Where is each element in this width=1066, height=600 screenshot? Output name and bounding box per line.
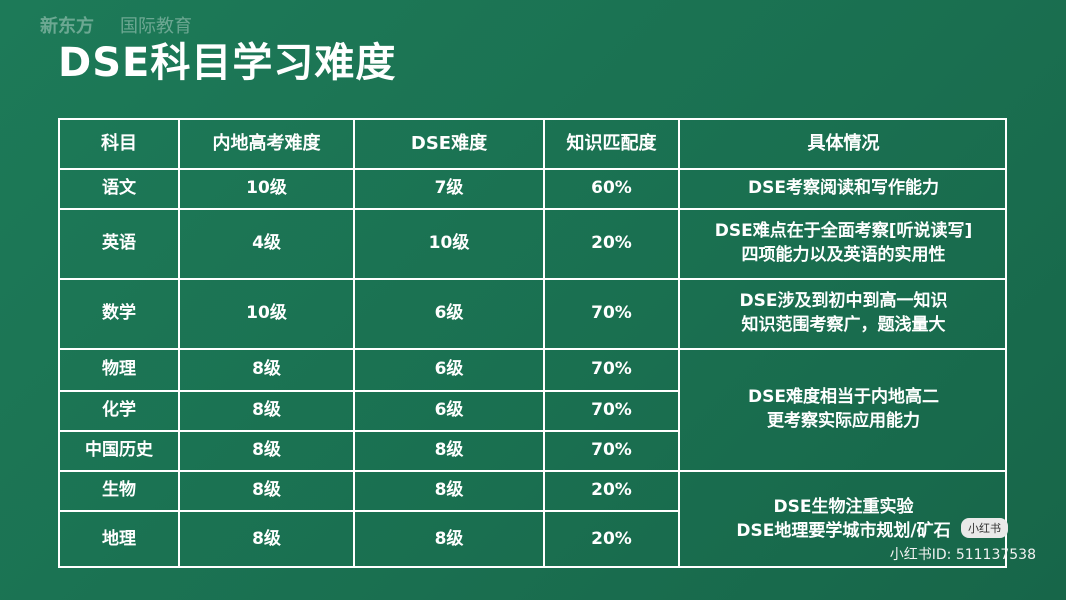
value-cell: 8级 [180,350,355,392]
value-cell: 8级 [180,472,355,512]
value-cell: 8级 [355,432,545,472]
value-cell: 8级 [180,512,355,568]
detail-cell: DSE考察阅读和写作能力 [680,170,1007,210]
header-cell: DSE难度 [355,120,545,170]
value-cell: 8级 [180,392,355,432]
subject-cell: 生物 [60,472,180,512]
detail-cell: DSE涉及到初中到高一知识 知识范围考察广，题浅量大 [680,280,1007,350]
detail-line: DSE生物注重实验 [773,497,914,518]
value-cell: 4级 [180,210,355,280]
value-cell: 8级 [180,432,355,472]
subject-cell: 数学 [60,280,180,350]
value-cell: 8级 [355,512,545,568]
value-cell: 70% [545,432,680,472]
value-cell: 7级 [355,170,545,210]
value-cell: 70% [545,280,680,350]
header-cell: 知识匹配度 [545,120,680,170]
subject-cell: 英语 [60,210,180,280]
value-cell: 20% [545,512,680,568]
detail-line: 更考察实际应用能力 [767,411,920,431]
value-cell: 20% [545,210,680,280]
detail-line: 知识范围考察广，题浅量大 [741,315,946,335]
value-cell: 70% [545,392,680,432]
value-cell: 10级 [355,210,545,280]
value-cell: 60% [545,170,680,210]
header-cell: 具体情况 [680,120,1007,170]
value-cell: 6级 [355,280,545,350]
header-cell: 内地高考难度 [180,120,355,170]
value-cell: 10级 [180,280,355,350]
subject-cell: 中国历史 [60,432,180,472]
detail-line: DSE地理要学城市规划/矿石 [736,521,951,541]
value-cell: 10级 [180,170,355,210]
logo-brand: 新东方 [40,16,94,37]
table: 科目 内地高考难度 DSE难度 知识匹配度 具体情况 语文 10级 7级 60% DSE考察阅读和… [58,118,1007,568]
detail-line: 四项能力以及英语的实用性 [741,245,946,265]
detail-line: DSE涉及到初中到高一知识 [739,291,948,312]
detail-line: DSE考察阅读和写作能力 [748,178,939,199]
value-cell: 6级 [355,392,545,432]
subject-cell: 化学 [60,392,180,432]
logo-division: 国际教育 [120,16,192,37]
detail-cell: DSE难度相当于内地高二 更考察实际应用能力 [680,350,1007,472]
detail-line: DSE难点在于全面考察[听说读写] [714,221,973,242]
detail-cell: DSE生物注重实验 DSE地理要学城市规划/矿石 [680,472,1007,568]
subject-cell: 地理 [60,512,180,568]
value-cell: 8级 [355,472,545,512]
watermark-badge: 小红书 [961,518,1008,538]
title: DSE科目学习难度 [58,40,397,86]
subject-cell: 物理 [60,350,180,392]
subject-cell: 语文 [60,170,180,210]
header-cell: 科目 [60,120,180,170]
detail-line: DSE难度相当于内地高二 [748,387,939,408]
detail-cell: DSE难点在于全面考察[听说读写] 四项能力以及英语的实用性 [680,210,1007,280]
value-cell: 20% [545,472,680,512]
watermark-id: 小红书ID: 511137538 [889,547,1036,563]
value-cell: 70% [545,350,680,392]
value-cell: 6级 [355,350,545,392]
